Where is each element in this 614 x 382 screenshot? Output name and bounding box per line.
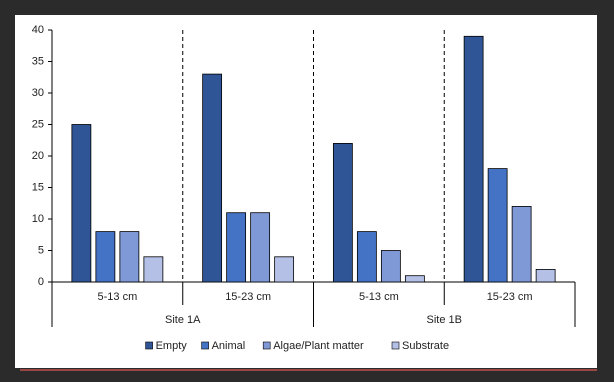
y-tick-label: 25: [32, 118, 44, 130]
legend-swatch: [201, 341, 209, 350]
x-tick-label: 15-23 cm: [487, 291, 533, 303]
legend-label: Empty: [156, 340, 188, 352]
bar: [535, 268, 556, 283]
bar: [143, 256, 164, 283]
x-tick-label: 5-13 cm: [98, 291, 138, 303]
bar: [226, 212, 247, 283]
bar: [119, 231, 140, 283]
bar: [95, 231, 116, 283]
y-tick-label: 5: [38, 244, 44, 256]
y-tick-label: 10: [32, 213, 44, 225]
x-tick-label: 15-23 cm: [225, 291, 271, 303]
y-tick-label: 15: [32, 181, 44, 193]
legend-swatch: [262, 341, 271, 350]
bar: [71, 124, 92, 283]
y-tick-label: 20: [32, 150, 44, 162]
legend-swatch: [391, 341, 400, 350]
legend-label: Substrate: [402, 340, 449, 352]
chart-background: [15, 15, 597, 368]
bar: [202, 73, 223, 283]
bar: [356, 231, 377, 283]
bar: [332, 142, 353, 283]
bar: [463, 35, 484, 283]
bar: [404, 275, 425, 283]
x-tick-label: 5-13 cm: [359, 291, 399, 303]
y-tick-label: 35: [32, 55, 44, 67]
bar: [250, 212, 271, 283]
bar: [380, 250, 401, 283]
legend-label: Algae/Plant matter: [273, 340, 364, 352]
group-label: Site 1A: [165, 314, 201, 326]
legend-swatch: [145, 341, 153, 350]
bar: [274, 256, 295, 283]
y-tick-label: 40: [32, 24, 44, 36]
y-tick-label: 0: [38, 276, 44, 288]
y-tick-label: 30: [32, 87, 44, 99]
legend-label: Animal: [212, 340, 246, 352]
group-label: Site 1B: [427, 314, 462, 326]
bar: [511, 205, 532, 283]
bar: [487, 168, 508, 283]
